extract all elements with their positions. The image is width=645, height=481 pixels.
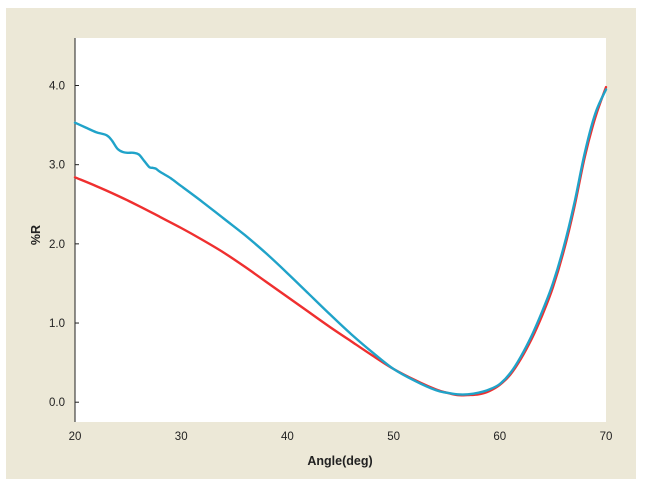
- y-tick-label: 1.0: [49, 318, 65, 330]
- y-tick-label: 3.0: [49, 160, 65, 172]
- y-axis-title: %R: [29, 225, 43, 245]
- x-tick-label: 50: [387, 431, 400, 443]
- y-tick-label: 4.0: [49, 81, 65, 93]
- x-axis-title: Angle(deg): [307, 454, 372, 468]
- series-layer: [73, 85, 608, 397]
- x-tick-label: 30: [175, 431, 188, 443]
- x-tick-label: 70: [600, 431, 613, 443]
- series-line-2: [73, 88, 608, 396]
- y-tick-label: 2.0: [49, 239, 65, 251]
- plot-area: [75, 38, 606, 422]
- x-tick-label: 60: [493, 431, 506, 443]
- y-tick-label: 0.0: [49, 397, 65, 409]
- y-axis: 0.0 1.0 2.0 3.0 4.0: [49, 38, 79, 422]
- x-tick-label: 20: [69, 431, 82, 443]
- x-tick-label: 40: [281, 431, 294, 443]
- x-axis: 20 30 40 50 60 70: [69, 431, 613, 443]
